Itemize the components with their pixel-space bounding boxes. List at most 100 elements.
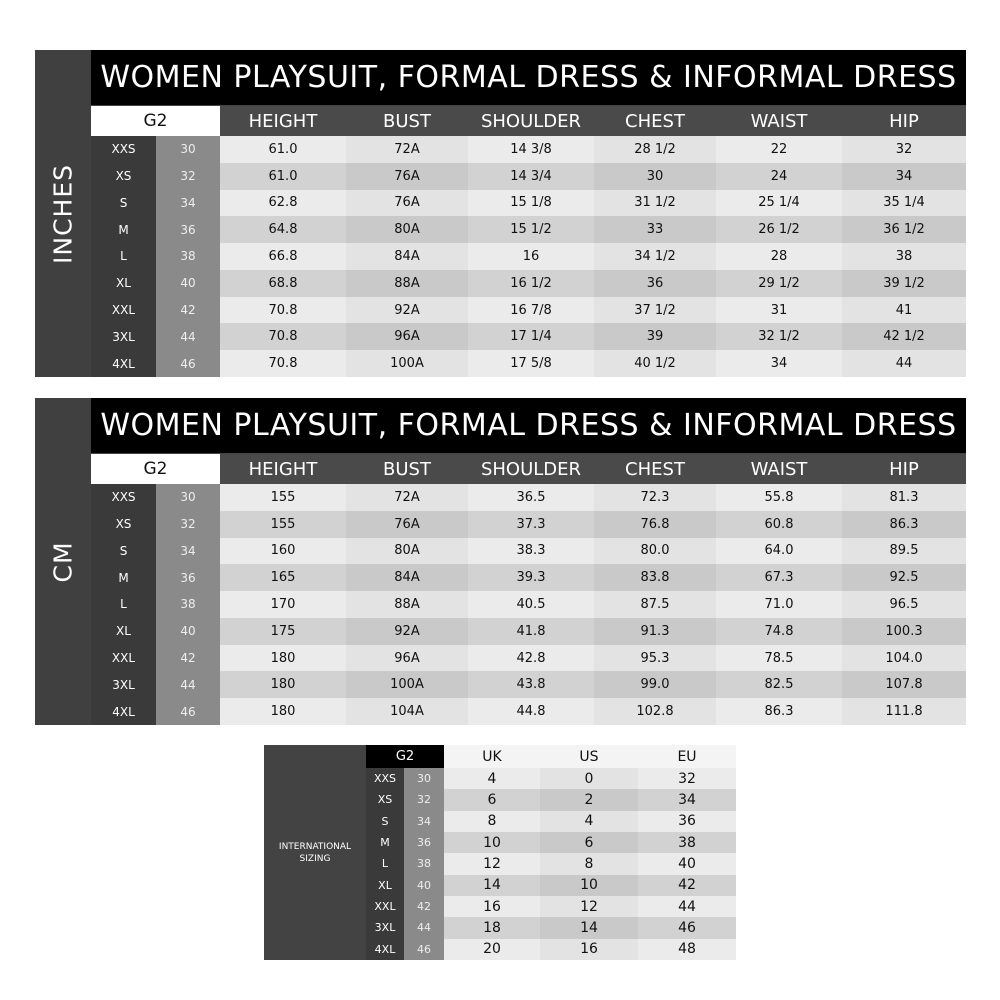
table-cell: 42	[638, 874, 736, 896]
chart-title: WOMEN PLAYSUIT, FORMAL DRESS & INFORMAL …	[91, 50, 966, 105]
table-cell: 16	[444, 896, 540, 918]
table-cell: 67.3	[716, 564, 842, 592]
g2-size-number: 42	[156, 644, 220, 672]
table-cell: 84A	[346, 243, 468, 270]
table-cell: 36	[594, 269, 716, 297]
table-cell: 46	[638, 917, 736, 939]
table-cell: 35 1/4	[842, 189, 966, 217]
table-cell: 36.5	[468, 484, 594, 511]
table-cell: 32	[638, 768, 736, 790]
table-cell: 99.0	[594, 671, 716, 699]
table-cell: 76A	[346, 189, 468, 217]
size-label: XXS	[91, 136, 156, 163]
table-cell: 39 1/2	[842, 269, 966, 297]
table-cell: 72A	[346, 136, 468, 163]
size-label: L	[366, 853, 404, 875]
table-cell: 80A	[346, 216, 468, 244]
table-cell: 36	[638, 810, 736, 832]
table-cell: 155	[220, 484, 346, 511]
table-cell: 38	[638, 832, 736, 854]
unit-label: CM	[35, 398, 91, 725]
table-cell: 91.3	[594, 617, 716, 645]
table-cell: 8	[540, 853, 638, 875]
table-cell: 8	[444, 810, 540, 832]
table-cell: 76A	[346, 162, 468, 190]
table-cell: 4	[540, 810, 638, 832]
table-cell: 155	[220, 510, 346, 538]
table-cell: 86.3	[716, 698, 842, 725]
column-header-chest: CHEST	[594, 106, 716, 136]
table-cell: 82.5	[716, 671, 842, 699]
g2-size-number: 32	[156, 162, 220, 190]
international-sizing-label: INTERNATIONAL SIZING	[264, 745, 366, 960]
g2-size-number: 46	[156, 698, 220, 725]
table-cell: 70.8	[220, 323, 346, 351]
table-cell: 92A	[346, 296, 468, 324]
table-cell: 38	[842, 243, 966, 270]
size-label: M	[91, 216, 156, 244]
table-cell: 95.3	[594, 644, 716, 672]
g2-header: G2	[91, 454, 220, 484]
table-cell: 34	[638, 789, 736, 811]
table-cell: 29 1/2	[716, 269, 842, 297]
size-chart-inches: INCHES WOMEN PLAYSUIT, FORMAL DRESS & IN…	[35, 50, 966, 377]
g2-size-number: 36	[404, 832, 444, 854]
g2-size-number: 38	[156, 243, 220, 270]
size-label: XXL	[91, 296, 156, 324]
table-cell: 64.0	[716, 537, 842, 565]
table-cell: 44	[842, 350, 966, 377]
table-cell: 16 1/2	[468, 269, 594, 297]
table-cell: 18	[444, 917, 540, 939]
table-cell: 22	[716, 136, 842, 163]
size-label: XXL	[91, 644, 156, 672]
table-cell: 70.8	[220, 350, 346, 377]
g2-size-number: 40	[156, 269, 220, 297]
table-cell: 107.8	[842, 671, 966, 699]
column-header-waist: WAIST	[716, 106, 842, 136]
table-cell: 48	[638, 938, 736, 960]
g2-size-number: 44	[404, 917, 444, 939]
chart-title: WOMEN PLAYSUIT, FORMAL DRESS & INFORMAL …	[91, 398, 966, 453]
table-cell: 96A	[346, 644, 468, 672]
table-cell: 43.8	[468, 671, 594, 699]
g2-size-number: 40	[404, 874, 444, 896]
table-cell: 15 1/8	[468, 189, 594, 217]
table-cell: 14 3/4	[468, 162, 594, 190]
column-header-waist: WAIST	[716, 454, 842, 484]
table-cell: 37.3	[468, 510, 594, 538]
table-cell: 26 1/2	[716, 216, 842, 244]
table-cell: 89.5	[842, 537, 966, 565]
size-label: XXL	[366, 896, 404, 918]
g2-size-number: 38	[156, 591, 220, 618]
table-cell: 44.8	[468, 698, 594, 725]
table-cell: 87.5	[594, 591, 716, 618]
table-cell: 111.8	[842, 698, 966, 725]
size-label: S	[91, 537, 156, 565]
size-label: XS	[91, 162, 156, 190]
table-cell: 55.8	[716, 484, 842, 511]
table-cell: 40 1/2	[594, 350, 716, 377]
table-cell: 14 3/8	[468, 136, 594, 163]
column-header-hip: HIP	[842, 106, 966, 136]
g2-size-number: 36	[156, 564, 220, 592]
table-cell: 70.8	[220, 296, 346, 324]
table-cell: 33	[594, 216, 716, 244]
table-cell: 38.3	[468, 537, 594, 565]
table-cell: 96.5	[842, 591, 966, 618]
column-header-us: US	[540, 745, 638, 768]
g2-header: G2	[91, 106, 220, 136]
table-cell: 41	[842, 296, 966, 324]
g2-size-number: 32	[156, 510, 220, 538]
size-label: M	[91, 564, 156, 592]
table-cell: 72A	[346, 484, 468, 511]
table-cell: 66.8	[220, 243, 346, 270]
table-cell: 84A	[346, 564, 468, 592]
table-cell: 34 1/2	[594, 243, 716, 270]
g2-size-number: 38	[404, 853, 444, 875]
table-cell: 100A	[346, 671, 468, 699]
table-cell: 88A	[346, 269, 468, 297]
size-label: XL	[91, 617, 156, 645]
table-cell: 36 1/2	[842, 216, 966, 244]
table-cell: 78.5	[716, 644, 842, 672]
table-cell: 32 1/2	[716, 323, 842, 351]
